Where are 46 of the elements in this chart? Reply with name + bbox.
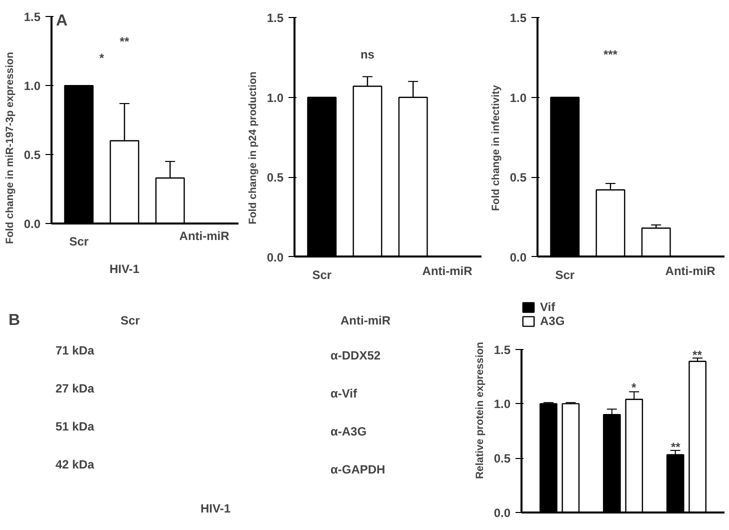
annotation: * (99, 51, 104, 66)
y-tick-label: 0.0 (494, 506, 511, 520)
y-tick-label: 1.5 (510, 11, 527, 26)
text: HIV-1 (109, 262, 140, 276)
y-axis-title: Fold change in infectivity (490, 84, 502, 212)
text: Anti-miR (665, 264, 716, 278)
y-tick-label: 0.0 (510, 250, 527, 264)
text: Scr (120, 314, 140, 328)
text: 27 kDa (56, 382, 95, 396)
text: Anti-miR (340, 314, 391, 328)
annotation: *** (603, 47, 618, 62)
text: 51 kDa (56, 420, 95, 434)
annotation: ** (670, 440, 681, 454)
y-tick-label: 1.5 (24, 10, 41, 24)
text: 71 kDa (56, 344, 95, 358)
y-tick-label: 0.0 (24, 216, 41, 231)
annotation: A (56, 12, 68, 30)
y-tick-label: 1.5 (266, 11, 284, 26)
annotation: ** (692, 348, 702, 362)
legend-label: Vif (540, 300, 556, 314)
annotation: ns (360, 47, 375, 62)
y-axis-title: Fold change in miR-197-3p expression (4, 52, 16, 244)
y-tick-label: 0.5 (266, 170, 284, 185)
y-tick-label: 1.0 (494, 397, 511, 412)
text: B (8, 312, 20, 329)
y-tick-label: 1.0 (24, 79, 41, 94)
y-tick-label: 0.5 (510, 170, 527, 185)
annotation: * (631, 380, 636, 394)
y-tick-label: 0.5 (24, 148, 41, 162)
y-axis-title: Fold change in p24 production (246, 72, 259, 224)
y-axis-title: Relative protein expression (474, 342, 486, 480)
y-tick-label: 0.0 (266, 250, 284, 264)
text: α-GAPDH (330, 462, 386, 476)
text: α-A3G (330, 424, 367, 438)
legend-label: A3G (540, 314, 565, 328)
text: Anti-miR (179, 228, 230, 243)
y-tick-label: 1.0 (266, 90, 284, 105)
y-tick-label: 0.5 (494, 452, 511, 466)
y-tick-label: 1.0 (510, 90, 527, 105)
text: Anti-miR (422, 264, 473, 278)
text: α-Vif (330, 386, 358, 400)
y-tick-label: 1.5 (494, 342, 511, 357)
text: HIV-1 (200, 502, 231, 516)
text: 42 kDa (56, 458, 95, 472)
annotation: ** (120, 34, 130, 49)
text: α-DDX52 (330, 348, 381, 362)
